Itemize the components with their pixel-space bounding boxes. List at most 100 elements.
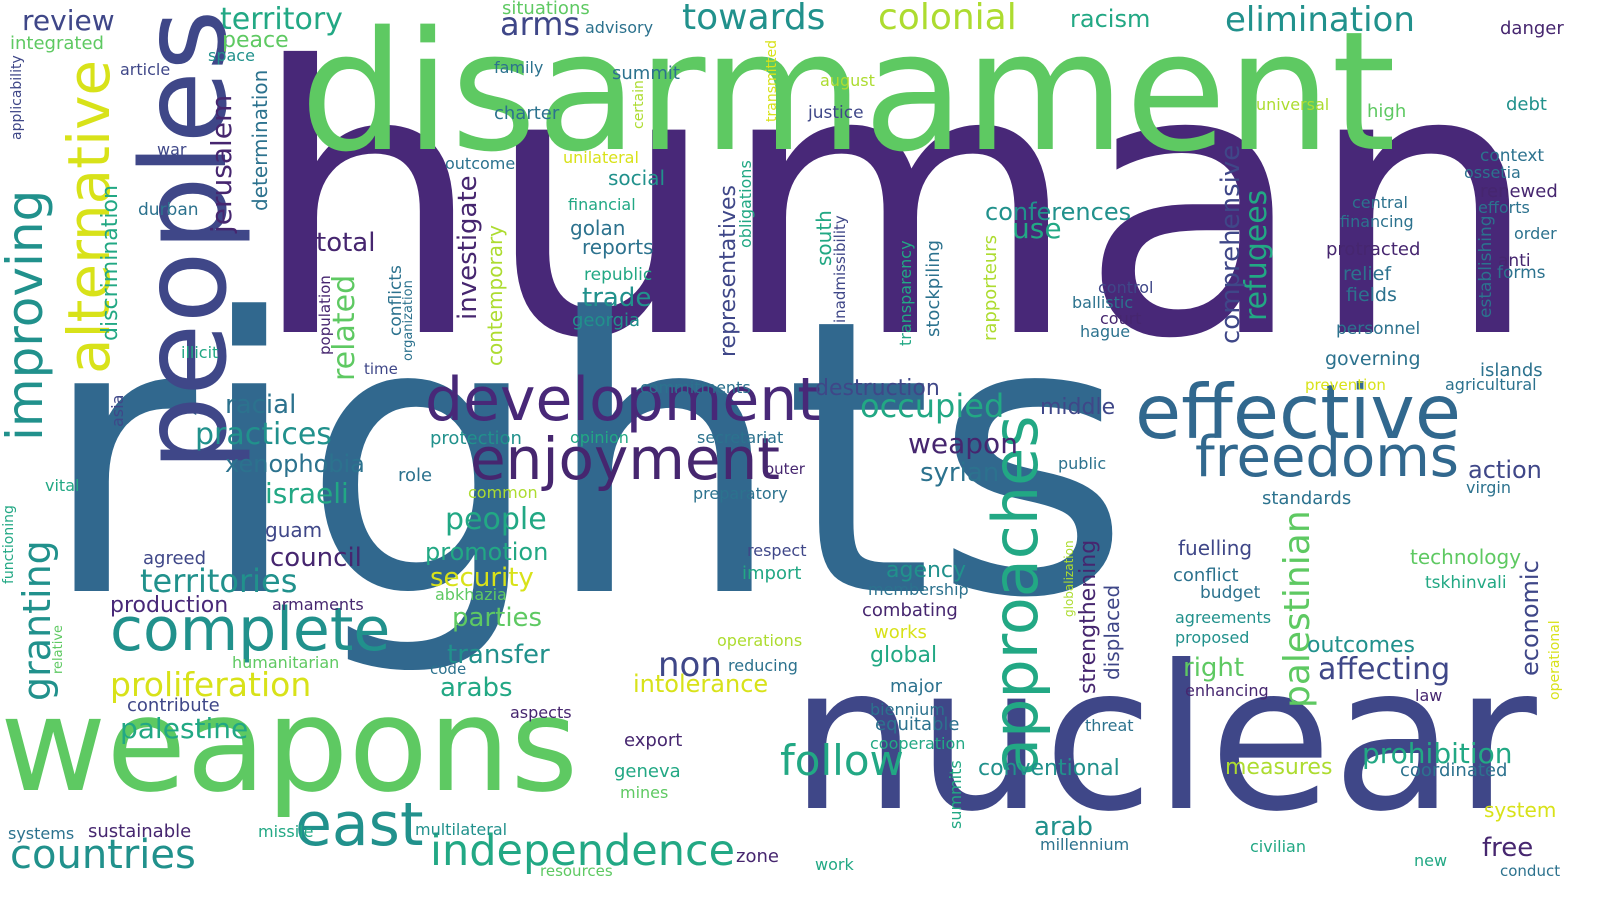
word-peace: peace [222,28,289,53]
word-advisory: advisory [585,18,654,37]
word-system: system [1484,798,1557,822]
word-right: right [1183,653,1245,683]
word-outer: outer [765,460,805,478]
word-syrian: syrian [920,458,1000,488]
word-intolerance: intolerance [633,670,769,698]
word-related: related [327,274,362,381]
word-agency: agency [886,558,967,583]
word-work: work [815,855,854,874]
word-population: population [316,275,334,355]
word-measures: measures [1225,755,1333,780]
word-systems: systems [8,824,75,843]
word-conduct: conduct [1500,862,1561,880]
word-obligations: obligations [736,160,755,248]
word-refugees: refugees [1239,189,1274,321]
word-abkhazia: abkhazia [435,585,507,604]
word-prohibition: prohibition [1362,737,1513,770]
word-people: people [445,502,547,537]
word-conventional: conventional [978,756,1120,781]
word-arab: arab [1034,812,1094,842]
word-operations: operations [717,631,803,650]
word-certain: certain [631,80,647,129]
word-social: social [608,166,666,190]
word-rapporteurs: rapporteurs [980,234,1001,341]
word-code: code [430,660,467,678]
word-islands: islands [1480,360,1543,381]
word-space: space [208,46,255,65]
word-agreed: agreed [143,548,207,569]
word-outcomes: outcomes [1307,633,1416,658]
word-combating: combating [862,600,958,621]
word-hague: hague [1080,322,1131,341]
word-council: council [270,543,362,573]
word-relief: relief [1343,263,1392,285]
word-import: import [742,563,802,584]
word-debt: debt [1506,94,1547,115]
word-trade: trade [582,283,652,313]
word-freedoms: freedoms [1195,425,1459,490]
word-vital: vital [45,476,80,495]
word-countries: countries [10,832,196,878]
word-operational: operational [1547,620,1563,700]
word-respect: respect [747,541,807,560]
word-follow: follow [780,736,904,785]
word-order: order [1514,224,1557,243]
word-free: free [1482,833,1534,863]
word-elimination: elimination [1225,0,1415,40]
word-governing: governing [1325,348,1421,370]
word-mines: mines [620,783,669,802]
word-georgia: georgia [572,310,641,331]
word-affecting: affecting [1318,652,1451,687]
word-economic: economic [1516,560,1544,676]
word-independence: independence [430,826,736,876]
word-renewed: renewed [1480,181,1558,202]
word-determination: determination [248,69,272,211]
word-weapons: weapons [0,669,579,821]
word-prevention: prevention [1305,376,1386,394]
word-agreements: agreements [1175,608,1272,627]
word-strengthening: strengthening [1076,539,1101,694]
word-contribute: contribute [127,695,220,716]
word-applicability: applicability [9,55,25,140]
word-protection: protection [430,428,522,449]
word-missile: missile [258,822,314,841]
word-enhancing: enhancing [1185,681,1269,700]
word-budget: budget [1200,583,1261,603]
word-financial: financial [568,195,636,214]
word-conferences: conferences [985,198,1132,226]
word-discrimination: discrimination [98,185,123,341]
word-conflict: conflict [1173,565,1239,586]
word-opinion: opinion [570,428,629,447]
word-contemporary: contemporary [483,224,507,366]
word-territory: territory [220,2,343,37]
word-establishing: establishing [1476,215,1496,318]
word-ballistic: ballistic [1072,293,1134,312]
word-parties: parties [452,603,543,633]
word-reducing: reducing [728,656,798,675]
word-promotion: promotion [425,538,549,566]
word-use: use [1012,212,1062,245]
word-security: security [430,563,534,593]
word-globalization: globalization [1062,540,1076,617]
word-context: context [1480,146,1545,166]
word-unilateral: unilateral [563,148,639,167]
word-multilateral: multilateral [415,820,508,839]
word-action: action [1468,456,1542,484]
word-investigate: investigate [453,175,483,320]
word-virgin: virgin [1466,478,1511,497]
word-aspects: aspects [510,703,572,722]
word-golan: golan [570,216,626,240]
word-palestinian: palestinian [1277,510,1318,708]
word-asia: asia [108,394,127,427]
word-global: global [870,643,938,668]
word-technology: technology [1410,545,1522,569]
word-ossetia: ossetia [1464,163,1521,182]
word-outcome: outcome [445,154,516,173]
word-resources: resources [540,862,613,880]
word-efforts: efforts [1478,198,1530,217]
word-secretariat: secretariat [697,428,784,447]
word-article: article [120,60,171,79]
word-disarmament: disarmament [300,0,1396,188]
word-east: east [295,790,424,860]
